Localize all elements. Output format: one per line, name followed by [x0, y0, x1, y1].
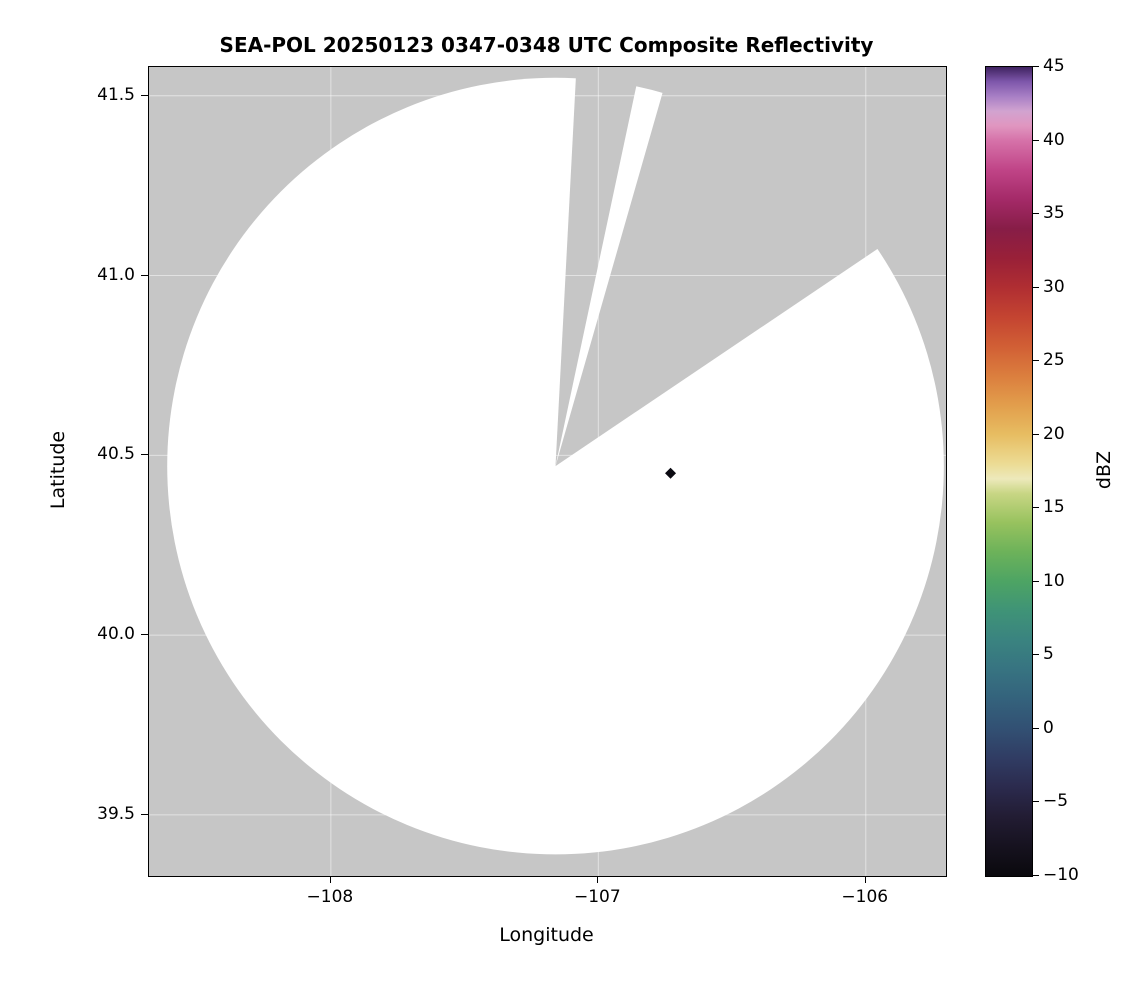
x-axis-tick-label: −108	[306, 887, 354, 907]
colorbar-tick	[1033, 433, 1039, 435]
y-axis-tick-label: 41.5	[97, 84, 135, 105]
colorbar-tick	[1033, 727, 1039, 729]
colorbar-tick-label: 0	[1043, 717, 1054, 738]
y-axis-tick	[141, 274, 148, 276]
x-axis-tick-label: −107	[573, 887, 621, 907]
colorbar-label: dBZ	[1093, 450, 1115, 490]
y-axis-tick	[141, 94, 148, 96]
marker-diamond	[665, 467, 677, 479]
colorbar-tick-label: 40	[1043, 129, 1065, 150]
plot-area	[148, 66, 947, 877]
colorbar-tick-label: 25	[1043, 350, 1065, 371]
colorbar-tick	[1033, 360, 1039, 362]
colorbar-tick-label: 15	[1043, 497, 1065, 518]
radar-svg	[149, 67, 946, 876]
colorbar-tick-label: 35	[1043, 203, 1065, 224]
colorbar-tick-label: 20	[1043, 423, 1065, 444]
colorbar-tick	[1033, 139, 1039, 141]
chart-title: SEA-POL 20250123 0347-0348 UTC Composite…	[219, 33, 874, 57]
colorbar-tick	[1033, 286, 1039, 288]
x-axis-label: Longitude	[499, 924, 594, 946]
y-axis-tick	[141, 813, 148, 815]
x-axis-tick	[329, 876, 331, 883]
y-axis-tick	[141, 634, 148, 636]
colorbar-tick-label: −5	[1043, 791, 1069, 812]
x-axis-tick	[597, 876, 599, 883]
y-axis-tick	[141, 454, 148, 456]
y-axis-tick-label: 40.0	[97, 624, 135, 645]
colorbar-tick	[1033, 213, 1039, 215]
colorbar-gradient	[985, 66, 1033, 877]
missing-sector-wedge	[555, 67, 946, 467]
y-axis-tick-label: 40.5	[97, 444, 135, 465]
colorbar-tick	[1033, 875, 1039, 876]
y-axis-tick-label: 39.5	[97, 803, 135, 824]
colorbar-tick	[1033, 507, 1039, 509]
colorbar-tick	[1033, 801, 1039, 803]
colorbar-tick-label: −10	[1043, 865, 1079, 885]
colorbar-tick-label: 10	[1043, 570, 1065, 591]
colorbar-tick	[1033, 654, 1039, 656]
y-axis-label: Latitude	[47, 430, 69, 510]
colorbar-tick	[1033, 66, 1039, 67]
colorbar-tick-label: 30	[1043, 276, 1065, 297]
colorbar-tick	[1033, 580, 1039, 582]
x-axis-tick	[864, 876, 866, 883]
colorbar-tick-label: 5	[1043, 644, 1054, 665]
x-axis-tick-label: −106	[841, 887, 889, 907]
y-axis-tick-label: 41.0	[97, 264, 135, 285]
colorbar-tick-label: 45	[1043, 56, 1065, 76]
